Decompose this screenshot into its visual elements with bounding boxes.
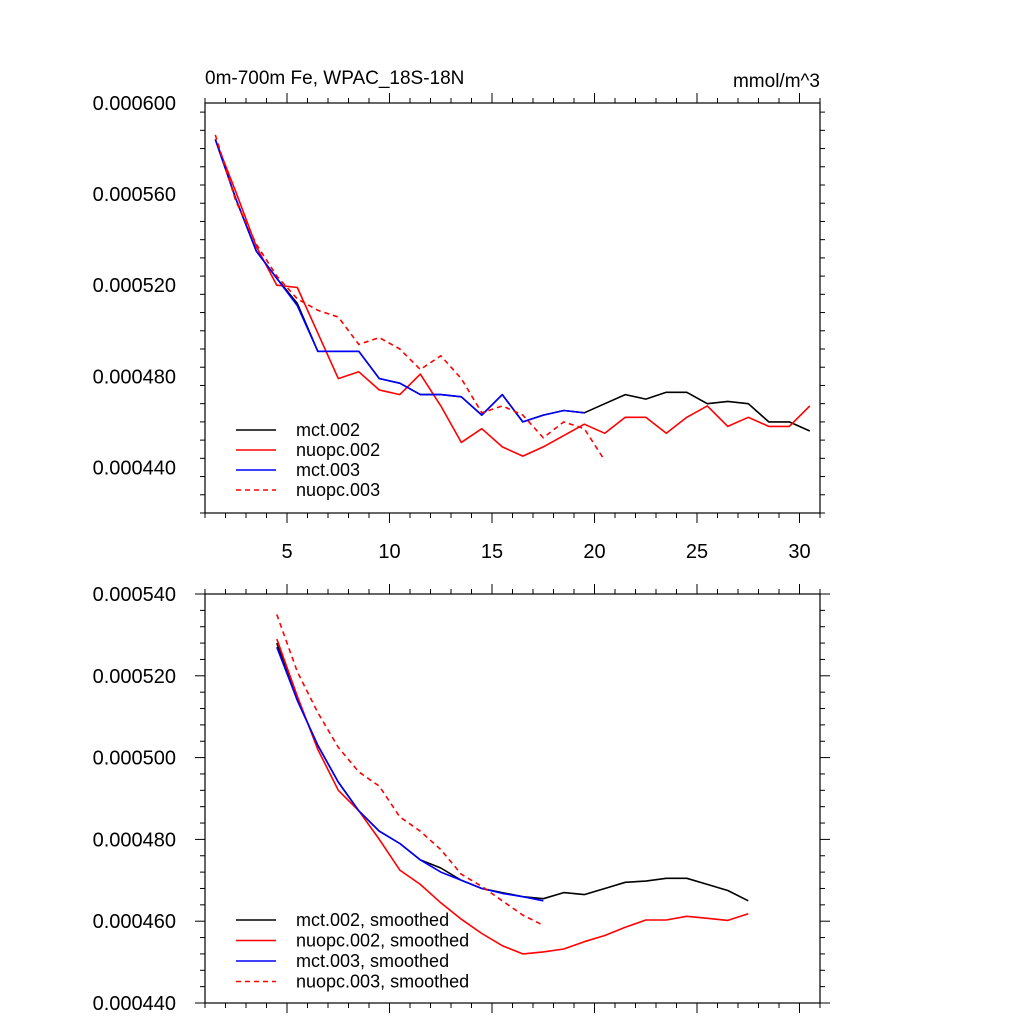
y-tick-label: 0.000440 <box>93 993 176 1015</box>
units-label: mmol/m^3 <box>733 71 820 92</box>
x-tick-label: 5 <box>281 541 292 563</box>
legend-label: nuopc.002 <box>296 440 380 460</box>
series-line-mct-002 <box>214 139 811 432</box>
y-tick-label: 0.000600 <box>93 93 176 115</box>
series-line-nuopc-002 <box>214 139 811 457</box>
y-tick-label: 0.000540 <box>93 584 176 606</box>
y-tick-label: 0.000480 <box>93 366 176 388</box>
series-line-nuopc-002-smoothed <box>276 638 749 955</box>
y-tick-label: 0.000440 <box>93 457 176 479</box>
legend-label: nuopc.003 <box>296 480 380 500</box>
y-tick-label: 0.000480 <box>93 829 176 851</box>
chart-title: 0m-700m Fe, WPAC_18S-18N <box>205 68 464 89</box>
y-tick-label: 0.000560 <box>93 184 176 206</box>
series-line-nuopc-003 <box>214 134 606 462</box>
series-line-mct-003-smoothed <box>276 646 544 902</box>
top-panel: 0m-700m Fe, WPAC_18S-18N mmol/m^3 5 10 15 2… <box>93 68 825 563</box>
x-tick-label: 30 <box>788 541 810 563</box>
y-tick-label: 0.000520 <box>93 275 176 297</box>
bottom-panel: 0.000440 0.000460 0.000480 0.000500 0.000520… <box>93 584 830 1015</box>
x-tick-label: 25 <box>686 541 708 563</box>
y-tick-label: 0.000460 <box>93 911 176 933</box>
legend-label: mct.002 <box>296 420 360 440</box>
legend-label: mct.003, smoothed <box>296 951 449 971</box>
legend-label: mct.003 <box>296 460 360 480</box>
legend-label: nuopc.002, smoothed <box>296 931 469 951</box>
series-line-mct-003 <box>214 139 585 423</box>
series-line-nuopc-003-smoothed <box>276 614 544 927</box>
legend-label: mct.002, smoothed <box>296 910 449 930</box>
y-tick-label: 0.000520 <box>93 666 176 688</box>
series-line-mct-002-smoothed <box>276 642 749 902</box>
x-tick-label: 20 <box>583 541 605 563</box>
x-tick-label: 15 <box>481 541 503 563</box>
y-tick-label: 0.000500 <box>93 748 176 770</box>
legend-label: nuopc.003, smoothed <box>296 972 469 992</box>
x-tick-label: 10 <box>378 541 400 563</box>
